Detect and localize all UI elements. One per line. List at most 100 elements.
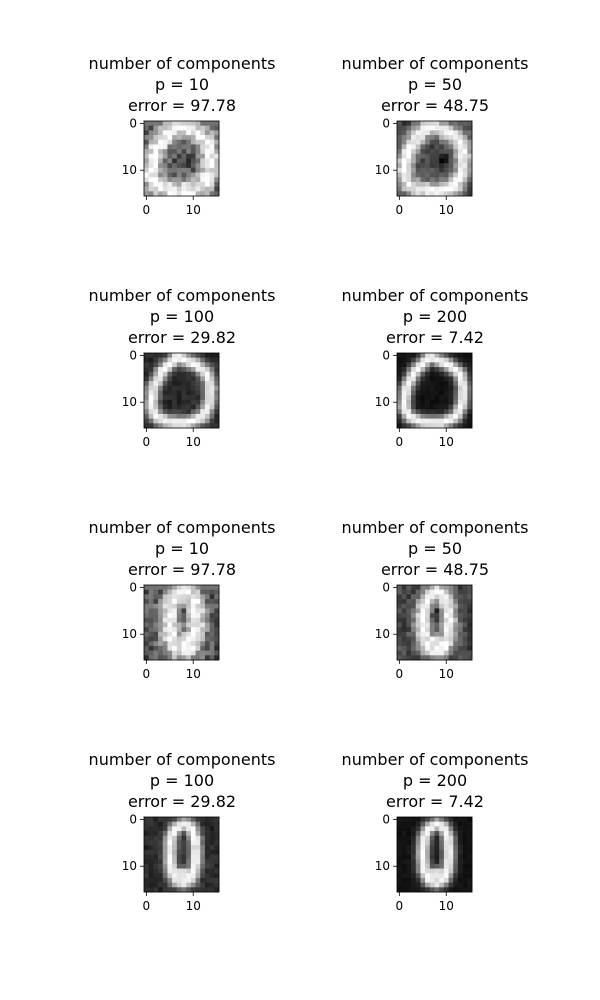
pixel-cell <box>467 404 473 410</box>
pixel-cell <box>195 645 201 651</box>
pixel-cell <box>420 645 426 651</box>
pixel-cell <box>209 655 215 661</box>
pixel-cell <box>425 381 431 387</box>
pixel-cell <box>195 845 201 851</box>
pixel-cell <box>401 631 407 637</box>
pixel-cell <box>425 821 431 827</box>
pixel-cell <box>467 617 473 623</box>
pixel-cell <box>457 357 463 363</box>
pixel-cell <box>429 603 435 609</box>
pixel-cell <box>148 840 154 846</box>
pixel-cell <box>186 167 192 173</box>
pixel-cell <box>453 186 459 192</box>
pixel-cell <box>200 655 206 661</box>
pixel-cell <box>167 172 173 178</box>
pixel-cell <box>214 376 220 382</box>
pixel-cell <box>209 371 215 377</box>
pixel-cell <box>195 655 201 661</box>
pixel-cell <box>200 650 206 656</box>
pixel-cell <box>144 817 149 822</box>
pixel-cell <box>181 172 187 178</box>
pixel-cell <box>448 594 454 600</box>
pixel-cell <box>204 357 210 363</box>
pixel-cell <box>420 589 426 595</box>
pixel-cell <box>144 613 149 619</box>
pixel-cell <box>162 622 168 628</box>
pixel-cell <box>453 594 459 600</box>
pixel-cell <box>425 641 431 647</box>
pixel-cell <box>439 650 445 656</box>
pixel-cell <box>415 158 421 164</box>
pixel-cell <box>448 845 454 851</box>
pixel-cell <box>406 181 412 187</box>
pixel-cell <box>144 121 149 126</box>
pixel-cell <box>425 423 431 429</box>
pixel-cell <box>176 186 182 192</box>
pixel-cell <box>209 418 215 424</box>
pixel-cell <box>186 882 192 888</box>
pixel-cell <box>406 845 412 851</box>
pixel-cell <box>148 617 154 623</box>
x-tick-label: 10 <box>439 899 454 913</box>
pixel-cell <box>181 882 187 888</box>
pixel-cell <box>153 135 159 141</box>
pixel-cell <box>401 641 407 647</box>
pixel-cell <box>158 645 164 651</box>
pixel-cell <box>443 413 449 419</box>
pixel-cell <box>420 172 426 178</box>
pixel-cell <box>144 859 149 865</box>
pixel-cell <box>462 149 468 155</box>
pixel-cell <box>397 130 402 136</box>
pixel-cell <box>411 868 417 874</box>
pixel-cell <box>434 163 440 169</box>
pixel-cell <box>453 641 459 647</box>
pixel-cell <box>439 636 445 642</box>
pixel-cell <box>439 821 445 827</box>
pixel-cell <box>214 599 220 605</box>
pixel-cell <box>397 367 402 373</box>
pixel-cell <box>158 840 164 846</box>
pixel-cell <box>181 817 187 822</box>
pixel-cell <box>153 877 159 883</box>
pixel-cell <box>462 404 468 410</box>
pixel-cell <box>462 172 468 178</box>
pixel-cell <box>148 613 154 619</box>
pixel-cell <box>425 409 431 415</box>
pixel-cell <box>158 859 164 865</box>
pixel-cell <box>200 413 206 419</box>
pixel-cell <box>186 376 192 382</box>
pixel-cell <box>158 376 164 382</box>
pixel-cell <box>167 845 173 851</box>
pixel-cell <box>204 627 210 633</box>
pixel-cell <box>181 868 187 874</box>
pixel-cell <box>172 381 178 387</box>
pixel-cell <box>462 371 468 377</box>
pixel-cell <box>148 144 154 150</box>
pixel-cell <box>172 821 178 827</box>
pixel-cell <box>209 125 215 131</box>
pixel-cell <box>411 845 417 851</box>
pixel-cell <box>462 163 468 169</box>
pixel-cell <box>406 139 412 145</box>
pixel-cell <box>144 589 149 595</box>
pixel-cell <box>453 172 459 178</box>
pixel-cell <box>148 177 154 183</box>
pixel-cell <box>425 357 431 363</box>
pixel-cell <box>434 139 440 145</box>
pixel-cell <box>462 186 468 192</box>
pixel-cell <box>162 404 168 410</box>
pixel-cell <box>401 362 407 368</box>
pixel-cell <box>453 873 459 879</box>
pixel-cell <box>429 125 435 131</box>
pixel-cell <box>144 599 149 605</box>
subplot-6: number of components p = 50 error = 48.75 0… <box>315 517 555 697</box>
pixel-cell <box>167 821 173 827</box>
pixel-cell <box>448 650 454 656</box>
pixel-cell <box>448 645 454 651</box>
pixel-cell <box>209 599 215 605</box>
pixel-cell <box>425 144 431 150</box>
pixel-cell <box>158 655 164 661</box>
pixel-cell <box>467 877 473 883</box>
